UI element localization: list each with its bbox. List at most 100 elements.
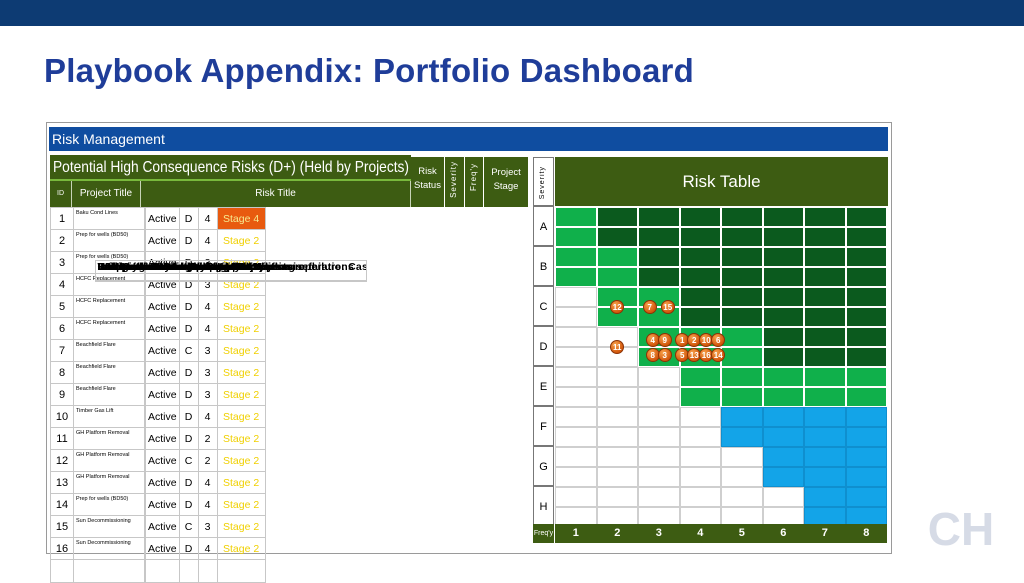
- frequency-level-label: 3: [638, 524, 680, 543]
- matrix-cell: [596, 247, 638, 267]
- matrix-cell: [596, 487, 638, 507]
- severity-level-label: D: [533, 326, 554, 366]
- matrix-cell: [721, 427, 763, 447]
- row-stage: Stage 2: [216, 295, 266, 318]
- id-header: ID: [50, 181, 72, 207]
- row-freq: 2: [197, 427, 218, 450]
- matrix-cell: [762, 487, 804, 507]
- matrix-cell: [845, 407, 887, 427]
- row-id: 16: [50, 537, 74, 560]
- table-row: 6 HCFC Replacement Incident occurring duri…: [50, 259, 367, 340]
- matrix-cell: [555, 467, 597, 487]
- frequency-level-label: 1: [555, 524, 597, 543]
- risk-table-heading: Risk Table: [555, 157, 888, 206]
- severity-level-label: B: [533, 246, 554, 286]
- matrix-cell: [804, 427, 846, 447]
- matrix-cell: [679, 247, 721, 267]
- matrix-cell: [596, 227, 638, 247]
- matrix-cell: [596, 427, 638, 447]
- row-freq: 4: [197, 493, 218, 516]
- matrix-cell: [804, 227, 846, 247]
- matrix-cell: [845, 427, 887, 447]
- row-project: Beachfield Flare: [73, 339, 145, 362]
- row-project: Sun Decommissioning: [73, 515, 145, 538]
- severity-level-label: G: [533, 446, 554, 486]
- matrix-cell: [596, 467, 638, 487]
- matrix-cell: [845, 227, 887, 247]
- matrix-cell: [555, 247, 597, 267]
- row-severity: D: [178, 493, 199, 516]
- matrix-cell: [845, 487, 887, 507]
- matrix-cell: [555, 207, 597, 227]
- matrix-cell: [762, 247, 804, 267]
- risk-marker: 5: [675, 348, 690, 362]
- matrix-cell: [845, 247, 887, 267]
- row-stage: Stage 2: [216, 427, 266, 450]
- row-stage: Stage 2: [216, 273, 266, 296]
- row-id: 6: [50, 317, 74, 340]
- matrix-cell: [721, 267, 763, 287]
- risk-marker: 11: [610, 340, 625, 354]
- matrix-cell: [555, 407, 597, 427]
- matrix-cell: [845, 287, 887, 307]
- matrix-cell: [845, 207, 887, 227]
- empty-cell: [178, 559, 199, 583]
- matrix-cell: [638, 427, 680, 447]
- matrix-cell: [804, 287, 846, 307]
- row-stage: Stage 2: [216, 471, 266, 494]
- row-status: Active: [145, 471, 180, 494]
- empty-cell: [94, 259, 367, 282]
- row-severity: D: [178, 471, 199, 494]
- row-stage: Stage 2: [216, 361, 266, 384]
- matrix-cell: [721, 367, 763, 387]
- row-severity: C: [178, 515, 199, 538]
- row-status: Active: [145, 383, 180, 406]
- matrix-cell: [596, 407, 638, 427]
- row-freq: 3: [197, 339, 218, 362]
- risk-title-header: Risk Title: [141, 181, 411, 207]
- matrix-cell: [762, 467, 804, 487]
- matrix-cell: [679, 287, 721, 307]
- severity-header-text: Severity: [449, 161, 458, 198]
- matrix-cell: [638, 387, 680, 407]
- matrix-cell: [804, 307, 846, 327]
- row-severity: D: [178, 383, 199, 406]
- row-severity: C: [178, 449, 199, 472]
- matrix-cell: [596, 367, 638, 387]
- matrix-cell: [804, 407, 846, 427]
- row-id: 3: [50, 251, 74, 274]
- matrix-cell: [845, 367, 887, 387]
- matrix-cell: [804, 367, 846, 387]
- row-id: 10: [50, 405, 74, 428]
- matrix-cell: [804, 327, 846, 347]
- risk-marker: 6: [711, 333, 726, 347]
- row-id: 1: [50, 207, 74, 230]
- risk-marker: 12: [610, 300, 625, 314]
- matrix-cell: [596, 447, 638, 467]
- matrix-cell: [679, 447, 721, 467]
- matrix-cell: [762, 347, 804, 367]
- matrix-cell: [762, 287, 804, 307]
- matrix-cell: [638, 367, 680, 387]
- matrix-cell: [679, 407, 721, 427]
- matrix-cell: [721, 447, 763, 467]
- severity-level-label: E: [533, 366, 554, 406]
- risk-status-header-text: Risk Status: [414, 166, 441, 191]
- row-severity: D: [178, 405, 199, 428]
- matrix-cell: [762, 427, 804, 447]
- matrix-cell: [804, 247, 846, 267]
- table-row: 11 GH Platform Removal Dredging: Platform …: [50, 259, 367, 450]
- row-id: 14: [50, 493, 74, 516]
- row-id: 13: [50, 471, 74, 494]
- matrix-cell: [638, 207, 680, 227]
- matrix-cell: [845, 447, 887, 467]
- matrix-cell: [721, 227, 763, 247]
- row-project: Prep for wells (BD50): [73, 229, 145, 252]
- company-logo: CH: [928, 503, 994, 551]
- row-id: 11: [50, 427, 74, 450]
- row-stage: Stage 2: [216, 515, 266, 538]
- row-id: 12: [50, 449, 74, 472]
- row-freq: 4: [197, 471, 218, 494]
- project-stage-header-text: Project Stage: [491, 167, 521, 192]
- frequency-level-label: 8: [845, 524, 887, 543]
